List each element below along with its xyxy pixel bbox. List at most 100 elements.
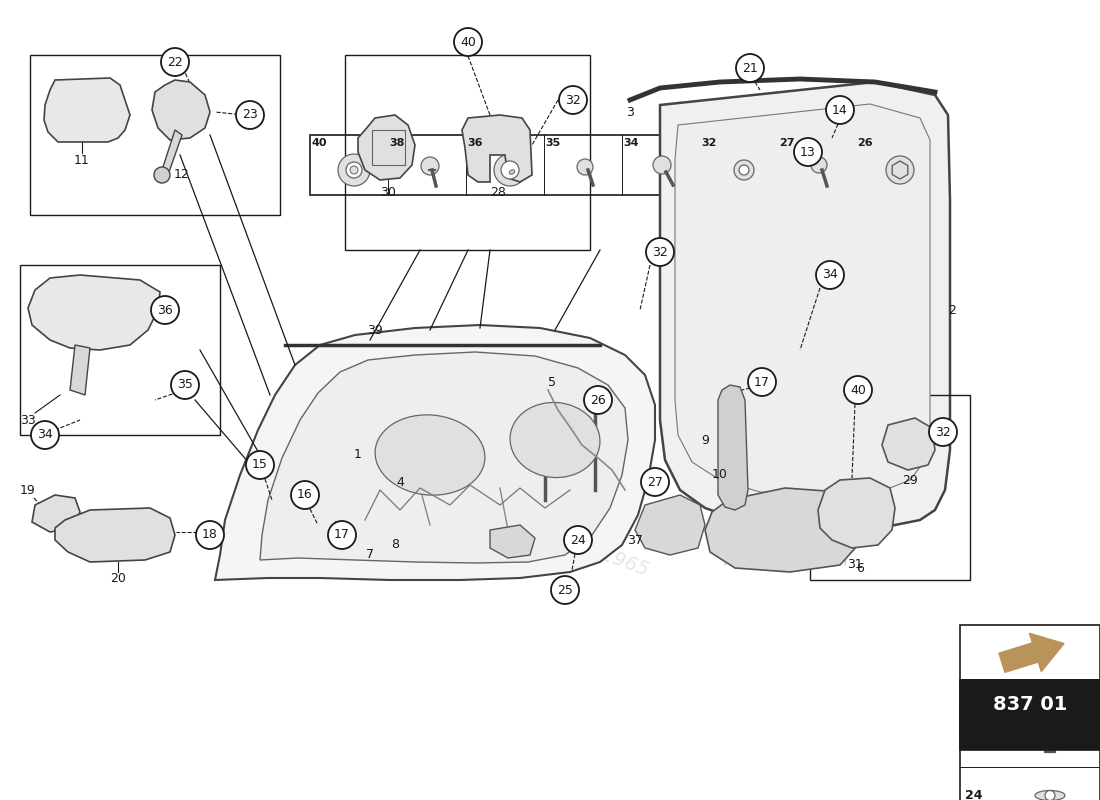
Ellipse shape: [509, 170, 515, 174]
Text: euroeparts: euroeparts: [348, 350, 672, 510]
Circle shape: [578, 159, 593, 175]
Text: 40: 40: [460, 35, 476, 49]
Circle shape: [494, 154, 526, 186]
Polygon shape: [260, 352, 628, 563]
Text: 34: 34: [37, 429, 53, 442]
Circle shape: [161, 48, 189, 76]
Text: 35: 35: [546, 138, 561, 148]
Text: 28: 28: [491, 186, 506, 198]
Ellipse shape: [375, 415, 485, 495]
Polygon shape: [55, 508, 175, 562]
Circle shape: [328, 521, 356, 549]
Text: 38: 38: [389, 138, 405, 148]
Circle shape: [31, 421, 59, 449]
Circle shape: [500, 161, 519, 179]
Text: 1: 1: [354, 449, 362, 462]
Circle shape: [930, 418, 957, 446]
Circle shape: [886, 156, 914, 184]
Bar: [960, 680, 1100, 730]
Polygon shape: [705, 488, 860, 572]
Text: 15: 15: [252, 458, 268, 471]
Polygon shape: [32, 495, 80, 532]
Circle shape: [551, 576, 579, 604]
Polygon shape: [675, 104, 930, 495]
Text: 837 01: 837 01: [993, 695, 1067, 714]
Text: 33: 33: [20, 414, 36, 426]
Polygon shape: [999, 634, 1064, 672]
Text: 27: 27: [647, 475, 663, 489]
Text: 34: 34: [822, 269, 838, 282]
Circle shape: [646, 238, 674, 266]
Polygon shape: [462, 115, 532, 182]
Text: 14: 14: [832, 103, 848, 117]
Text: 23: 23: [242, 109, 257, 122]
Polygon shape: [70, 345, 90, 395]
Polygon shape: [818, 478, 895, 548]
Text: 16: 16: [297, 489, 312, 502]
Circle shape: [170, 371, 199, 399]
Circle shape: [826, 96, 854, 124]
Bar: [960, 680, 1100, 750]
Text: 35: 35: [177, 378, 192, 391]
Circle shape: [811, 157, 827, 173]
Circle shape: [350, 166, 358, 174]
Circle shape: [736, 54, 764, 82]
Polygon shape: [490, 525, 535, 558]
Text: 37: 37: [627, 534, 642, 546]
Text: 31: 31: [847, 558, 862, 571]
Polygon shape: [162, 130, 182, 175]
Text: 26: 26: [857, 138, 872, 148]
Bar: [960, 625, 1100, 680]
Polygon shape: [718, 385, 748, 510]
Circle shape: [454, 28, 482, 56]
Text: 4: 4: [396, 477, 404, 490]
Circle shape: [559, 86, 587, 114]
Text: 26: 26: [590, 394, 606, 406]
Polygon shape: [152, 80, 210, 140]
Text: 19: 19: [20, 483, 36, 497]
Text: 7: 7: [366, 549, 374, 562]
Circle shape: [421, 157, 439, 175]
Circle shape: [739, 165, 749, 175]
Text: 24: 24: [570, 534, 586, 546]
Circle shape: [794, 138, 822, 166]
Polygon shape: [358, 115, 415, 180]
Bar: [20, 265, 220, 435]
Bar: [30, 55, 280, 215]
Text: 22: 22: [167, 55, 183, 69]
Circle shape: [196, 521, 224, 549]
Bar: [345, 55, 590, 250]
Text: 3: 3: [626, 106, 634, 118]
Circle shape: [236, 101, 264, 129]
Circle shape: [584, 386, 612, 414]
Circle shape: [338, 154, 370, 186]
Text: 2: 2: [948, 303, 956, 317]
Circle shape: [734, 160, 754, 180]
Text: 32: 32: [652, 246, 668, 258]
Circle shape: [154, 167, 170, 183]
Circle shape: [564, 526, 592, 554]
Text: 18: 18: [202, 529, 218, 542]
Text: 32: 32: [565, 94, 581, 106]
Text: 6: 6: [856, 562, 864, 574]
Text: 24: 24: [966, 789, 982, 800]
Circle shape: [1045, 790, 1055, 800]
Text: 10: 10: [712, 469, 728, 482]
Text: 40: 40: [311, 138, 327, 148]
Bar: [310, 135, 934, 195]
Ellipse shape: [510, 402, 600, 478]
Circle shape: [816, 261, 844, 289]
Text: 13: 13: [800, 146, 816, 158]
Bar: [960, 710, 1100, 800]
Text: 30: 30: [381, 186, 396, 198]
Polygon shape: [882, 418, 935, 470]
Circle shape: [1040, 721, 1060, 741]
Circle shape: [653, 156, 671, 174]
Text: 11: 11: [74, 154, 90, 166]
Text: 20: 20: [110, 571, 125, 585]
Circle shape: [151, 296, 179, 324]
Circle shape: [346, 162, 362, 178]
Text: a passion for parts since 1965: a passion for parts since 1965: [368, 461, 651, 579]
Text: 27: 27: [779, 138, 794, 148]
Text: 25: 25: [966, 732, 982, 745]
